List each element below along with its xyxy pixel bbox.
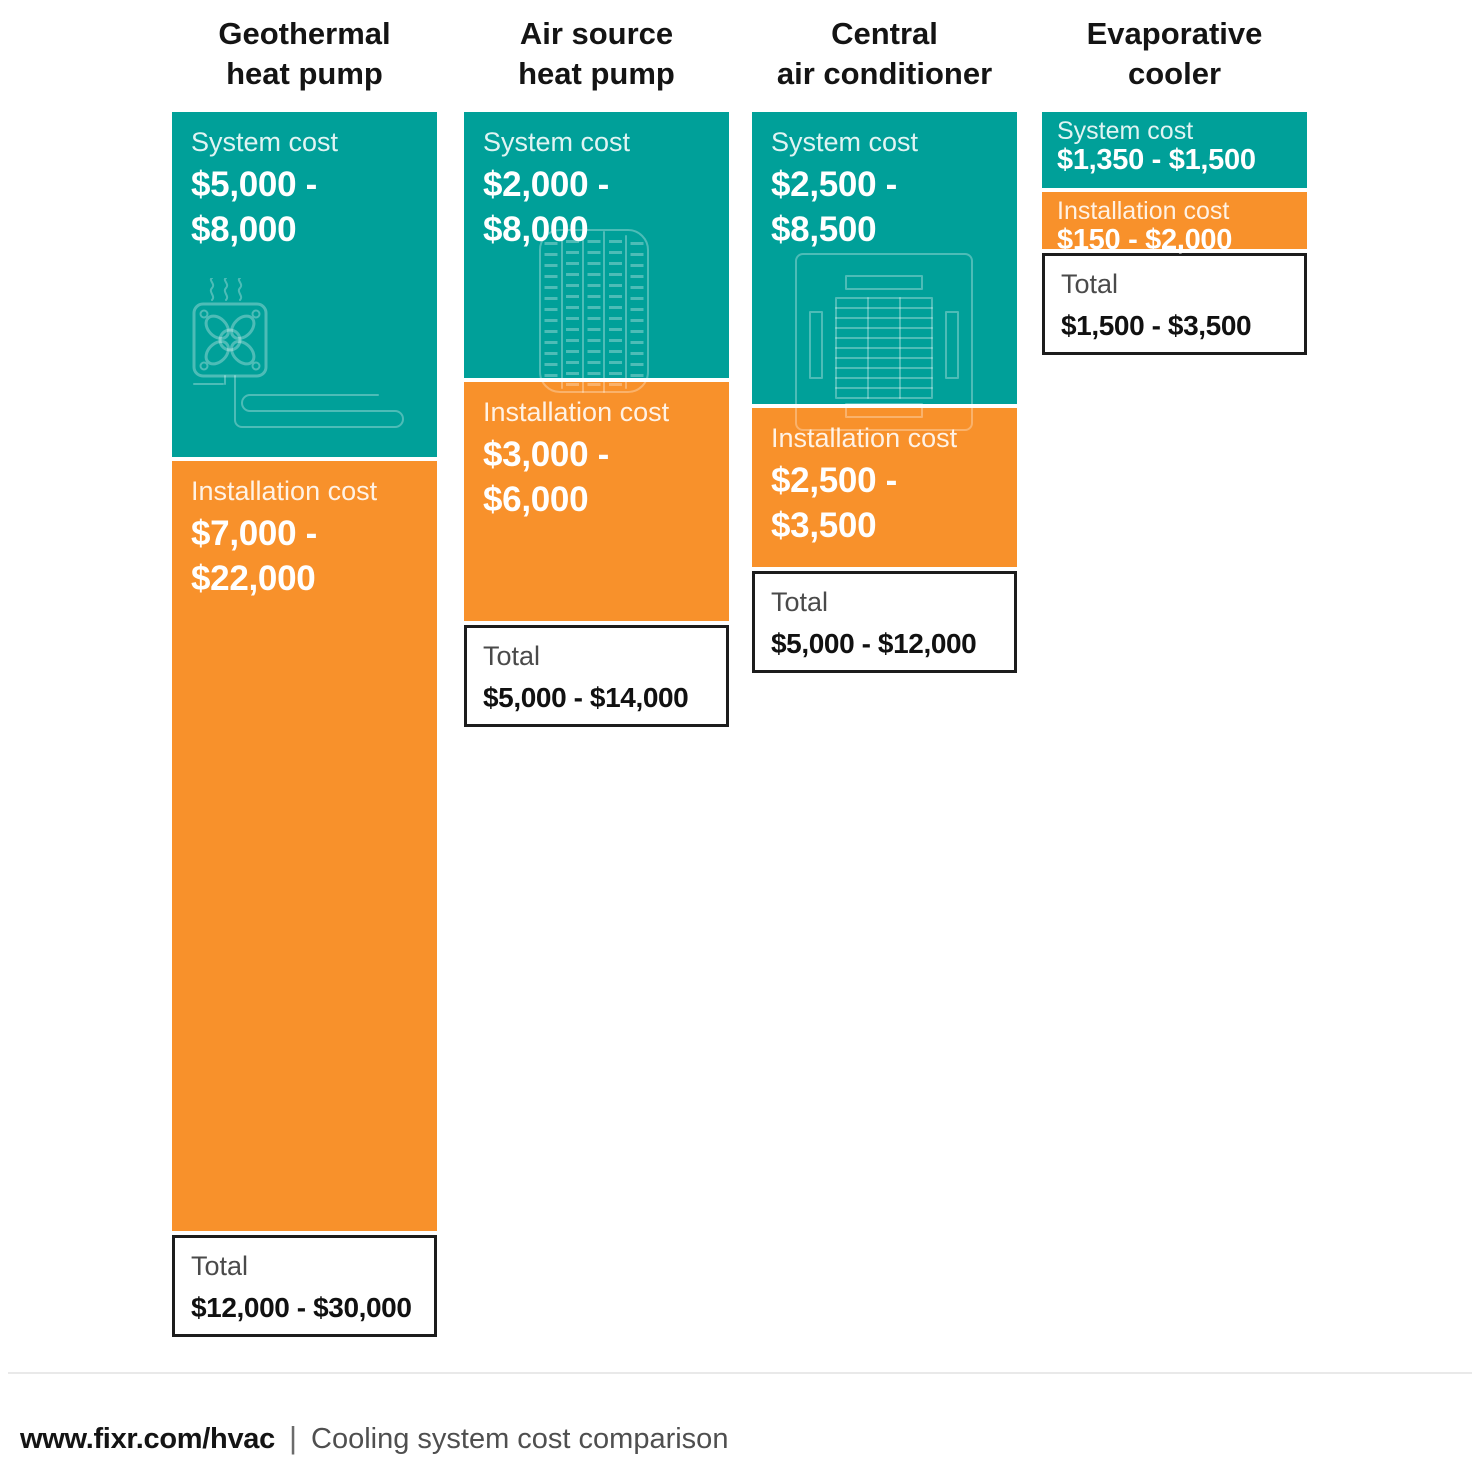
total-box: Total $1,500 - $3,500: [1042, 253, 1307, 355]
column-title: Air source heat pump: [518, 16, 675, 91]
stacked-bar: System cost $5,000 - $8,000 Installation…: [172, 112, 437, 1337]
footer-divider: [8, 1372, 1472, 1374]
system-cost-segment: System cost $2,500 - $8,500: [752, 112, 1017, 404]
system-cost-label: System cost: [191, 127, 339, 157]
installation-cost-value: $3,000 - $6,000: [483, 435, 610, 519]
total-label: Total: [483, 641, 541, 671]
total-label: Total: [1061, 269, 1119, 299]
total-value: $5,000 - $14,000: [483, 682, 689, 713]
footer: www.fixr.com/hvac | Cooling system cost …: [20, 1420, 728, 1456]
installation-cost-label: Installation cost: [1057, 197, 1230, 225]
total-value: $1,500 - $3,500: [1061, 310, 1252, 341]
installation-cost-segment: Installation cost $150 - $2,000: [1042, 192, 1307, 255]
total-value: $5,000 - $12,000: [771, 628, 977, 659]
chart-caption: Cooling system cost comparison: [311, 1423, 729, 1455]
system-cost-value: $2,000 - $8,000: [483, 165, 610, 249]
system-cost-value: $1,350 - $1,500: [1057, 144, 1256, 176]
installation-cost-value: $2,500 - $3,500: [771, 461, 898, 545]
stacked-bar: System cost $2,500 - $8,500 Installation…: [752, 112, 1017, 673]
column-title: Central air conditioner: [776, 16, 993, 91]
system-cost-value: $2,500 - $8,500: [771, 165, 898, 249]
installation-cost-segment: Installation cost $3,000 - $6,000: [464, 382, 729, 621]
installation-cost-label: Installation cost: [483, 397, 670, 427]
footer-separator: |: [288, 1420, 297, 1455]
system-cost-segment: System cost $1,350 - $1,500: [1042, 112, 1307, 188]
column-title: Evaporative cooler: [1086, 16, 1263, 91]
site-url: www.fixr.com/hvac: [20, 1423, 275, 1455]
installation-cost-segment: Installation cost $7,000 - $22,000: [172, 461, 437, 1231]
total-box: Total $5,000 - $12,000: [752, 571, 1017, 673]
stacked-bar: System cost $1,350 - $1,500 Installation…: [1042, 112, 1307, 355]
system-cost-label: System cost: [771, 127, 919, 157]
column-title: Geothermal heat pump: [218, 16, 391, 91]
system-cost-segment: System cost $2,000 - $8,000: [464, 112, 729, 378]
installation-cost-value: $7,000 - $22,000: [191, 514, 318, 598]
system-cost-label: System cost: [483, 127, 631, 157]
system-cost-segment: System cost $5,000 - $8,000: [172, 112, 437, 457]
stacked-bar: System cost $2,000 - $8,000 Installation…: [464, 112, 729, 727]
total-label: Total: [191, 1251, 249, 1281]
total-box: Total $12,000 - $30,000: [172, 1235, 437, 1337]
installation-cost-segment: Installation cost $2,500 - $3,500: [752, 408, 1017, 567]
total-box: Total $5,000 - $14,000: [464, 625, 729, 727]
installation-cost-label: Installation cost: [191, 476, 378, 506]
installation-cost-label: Installation cost: [771, 423, 958, 453]
system-cost-label: System cost: [1057, 117, 1194, 145]
installation-cost-value: $150 - $2,000: [1057, 224, 1233, 256]
system-cost-value: $5,000 - $8,000: [191, 165, 318, 249]
total-value: $12,000 - $30,000: [191, 1292, 412, 1323]
total-label: Total: [771, 587, 829, 617]
